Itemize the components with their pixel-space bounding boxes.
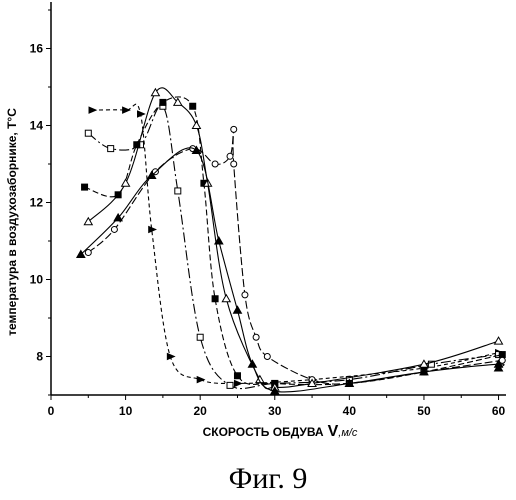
data-point	[160, 99, 166, 105]
x-tick-label: 10	[119, 404, 133, 418]
data-point	[227, 382, 233, 388]
x-axis-title: СКОРОСТЬ ОБДУВА V,м/с	[203, 423, 358, 440]
y-tick-label: 10	[30, 273, 44, 287]
y-tick-label: 14	[30, 119, 44, 133]
data-point	[234, 373, 240, 379]
data-point	[233, 306, 241, 313]
series-5	[84, 88, 502, 390]
series-line	[88, 105, 498, 388]
data-point	[122, 179, 130, 186]
x-axis-title-unit: ,м/с	[338, 427, 358, 439]
series-2	[85, 103, 501, 388]
data-point	[227, 153, 233, 159]
x-tick-label: 40	[343, 404, 357, 418]
data-point	[190, 103, 196, 109]
data-point	[264, 354, 270, 360]
data-point	[123, 107, 130, 113]
data-point	[85, 250, 91, 256]
data-point	[82, 184, 88, 190]
y-axis-title: температура в воздухозаборнике, Т°С	[5, 108, 19, 336]
series-line	[81, 148, 504, 392]
data-point	[85, 130, 91, 136]
data-point	[248, 360, 256, 367]
data-point	[197, 334, 203, 340]
series-4	[85, 126, 505, 386]
x-tick-label: 20	[194, 404, 208, 418]
x-axis: 0 10 20 30 40 50 60	[48, 395, 506, 418]
x-tick-label: 60	[492, 404, 506, 418]
data-point	[234, 380, 241, 386]
plot-area	[77, 88, 505, 394]
data-point	[231, 126, 237, 132]
series-line	[88, 129, 502, 384]
data-point	[242, 292, 248, 298]
series-1	[89, 104, 503, 386]
y-tick-label: 8	[36, 350, 43, 364]
data-point	[212, 161, 218, 167]
x-axis-title-var: V	[328, 423, 339, 440]
data-point	[175, 188, 181, 194]
y-tick-label: 12	[30, 196, 44, 210]
series-line	[92, 104, 499, 383]
y-axis: 8 10 12 14 16	[30, 2, 51, 395]
x-tick-label: 50	[417, 404, 431, 418]
series-3	[82, 97, 506, 387]
data-point	[108, 146, 114, 152]
y-tick-label: 16	[30, 42, 44, 56]
data-point	[231, 161, 237, 167]
data-point	[111, 226, 117, 232]
x-axis-title-main: СКОРОСТЬ ОБДУВА	[203, 425, 324, 439]
data-point	[197, 377, 204, 383]
data-point	[212, 296, 218, 302]
series-line	[85, 97, 503, 385]
data-point	[495, 337, 503, 344]
data-point	[192, 122, 200, 129]
x-tick-label: 0	[48, 404, 55, 418]
series-line	[88, 88, 498, 389]
series-6	[77, 147, 504, 395]
data-point	[89, 107, 96, 113]
data-point	[499, 352, 505, 358]
data-point	[253, 334, 259, 340]
data-point	[222, 295, 230, 302]
figure-caption: Фиг. 9	[229, 462, 308, 495]
x-tick-label: 30	[268, 404, 282, 418]
